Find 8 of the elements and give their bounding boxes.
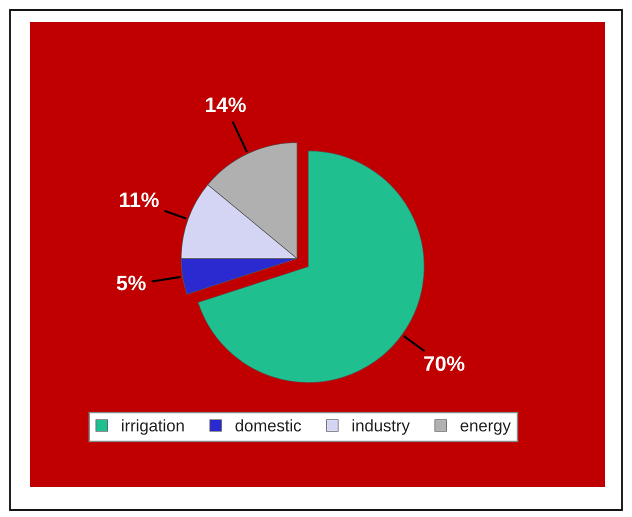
legend-label: energy	[460, 422, 511, 435]
data-label: 11%	[120, 192, 159, 208]
legend-label: industry	[352, 419, 410, 435]
legend-label: irrigation	[122, 419, 184, 435]
data-label: 5%	[116, 276, 146, 290]
data-label: 70%	[424, 356, 464, 371]
legend-label: domestic	[236, 419, 302, 432]
data-label: 14%	[206, 97, 246, 112]
